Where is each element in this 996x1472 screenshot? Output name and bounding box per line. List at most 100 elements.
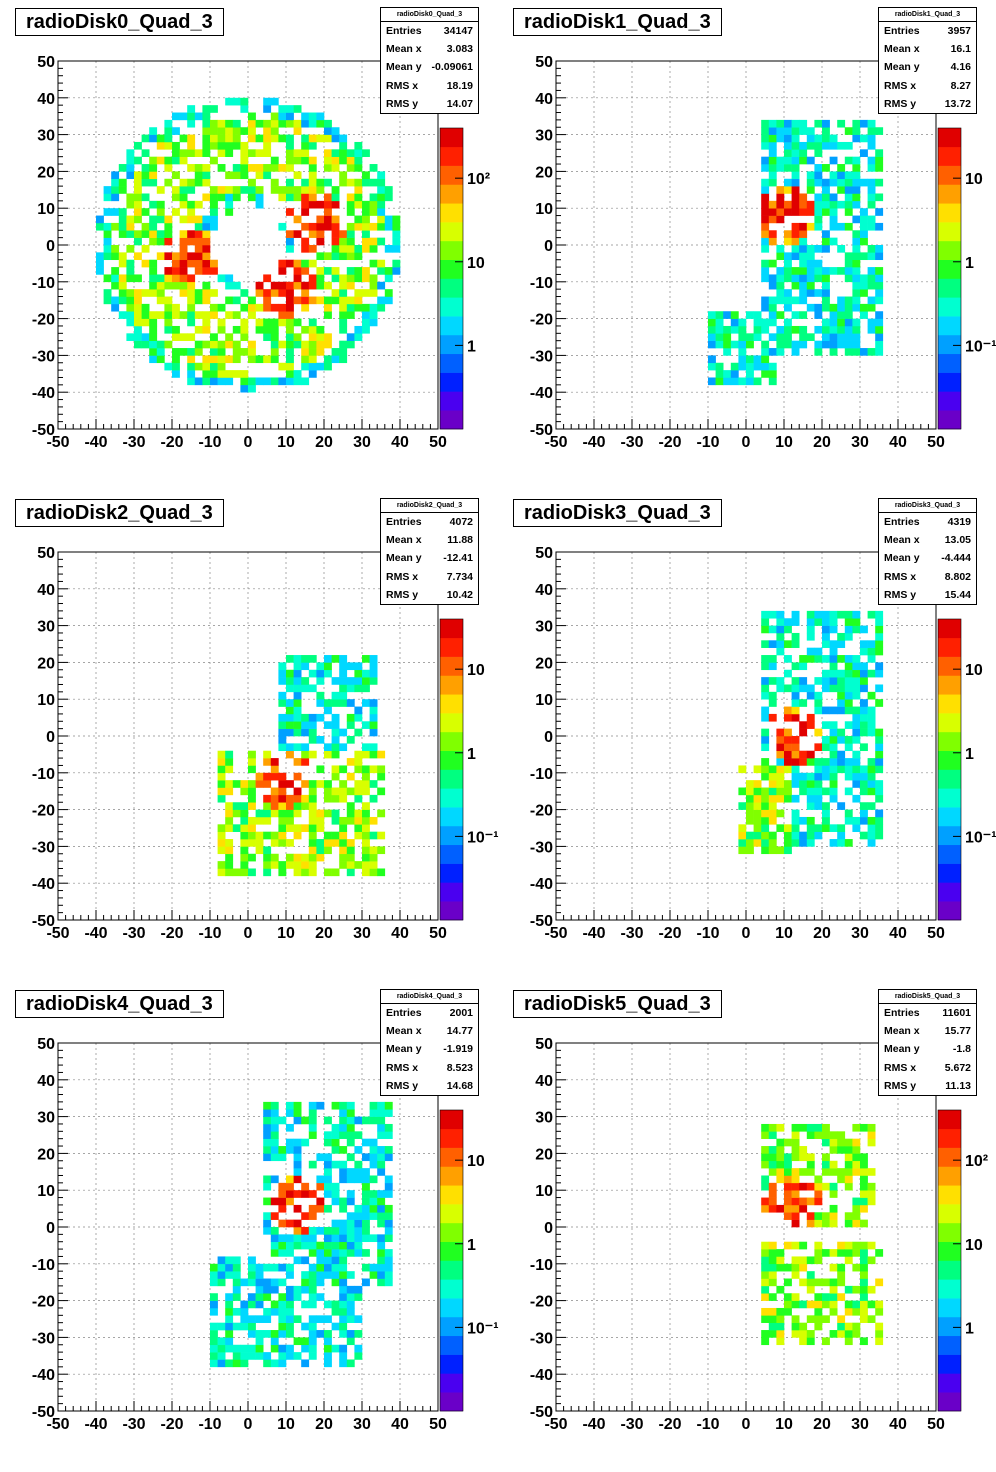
heatmap-cell — [232, 1322, 241, 1331]
heatmap-cell — [822, 743, 830, 752]
heatmap-cell — [346, 1175, 355, 1184]
heatmap-cell — [240, 1322, 249, 1331]
heatmap-cell — [263, 1146, 272, 1154]
heatmap-cell — [346, 1359, 355, 1368]
heatmap-cell — [286, 1123, 294, 1132]
heatmap-cell — [753, 377, 762, 386]
heatmap-cell — [806, 1330, 815, 1338]
heatmap-cell — [179, 193, 188, 202]
heatmap-cell — [362, 655, 370, 663]
heatmap-cell — [346, 267, 355, 275]
heatmap-cell — [202, 311, 211, 319]
heatmap-cell — [829, 325, 838, 334]
heatmap-cell — [308, 721, 317, 729]
heatmap-cell — [837, 1146, 846, 1154]
y-tick-label: 50 — [535, 54, 553, 71]
heatmap-cell — [362, 1212, 370, 1220]
heatmap-cell — [746, 809, 754, 818]
stats-row-mean-y: Mean y -1.8 — [879, 1040, 976, 1058]
heatmap-cell — [806, 1212, 815, 1220]
heatmap-cell — [263, 846, 272, 855]
heatmap-cell — [784, 149, 792, 157]
heatmap-cell — [346, 1101, 355, 1110]
heatmap-cell — [791, 281, 800, 290]
heatmap-cell — [354, 794, 363, 803]
colorbar-tick-label: 10 — [965, 171, 983, 188]
heatmap-cell — [784, 1307, 792, 1316]
heatmap-cell — [852, 119, 861, 128]
heatmap-cell — [776, 728, 785, 737]
heatmap-cell — [829, 655, 838, 663]
heatmap-cell — [362, 1175, 370, 1184]
heatmap-cell — [331, 186, 340, 194]
heatmap-cell — [164, 141, 173, 150]
heatmap-cell — [217, 831, 226, 840]
heatmap-cell — [331, 699, 340, 707]
heatmap-cell — [791, 839, 800, 847]
heatmap-cell — [316, 1263, 325, 1272]
heatmap-cell — [761, 1241, 770, 1250]
colorbar-segment — [938, 844, 961, 864]
heatmap-cell — [278, 105, 287, 113]
heatmap-cell — [316, 713, 325, 722]
heatmap-svg-0: -50 -40 -30 -20 -10 0 10 20 30 40 50-50-40-30-20-1… — [32, 54, 490, 451]
heatmap-cell — [339, 348, 348, 356]
heatmap-cell — [202, 230, 211, 238]
heatmap-cell — [822, 267, 830, 275]
heatmap-cell — [746, 311, 754, 319]
heatmap-cell — [346, 149, 355, 157]
heatmap-cell — [210, 267, 218, 275]
heatmap-cell — [187, 164, 196, 172]
heatmap-cell — [232, 127, 241, 135]
heatmap-cell — [837, 325, 846, 334]
heatmap-cell — [248, 164, 256, 172]
heatmap-cell — [316, 1101, 325, 1110]
heatmap-cell — [829, 677, 838, 685]
heatmap-cell — [278, 1344, 287, 1353]
heatmap-cell — [723, 377, 732, 386]
heatmap-cell — [324, 1337, 332, 1346]
heatmap-cell — [369, 281, 378, 290]
heatmap-cell — [278, 1322, 287, 1331]
heatmap-cell — [369, 713, 378, 722]
heatmap-cell — [369, 208, 378, 216]
colorbar-segment — [440, 297, 463, 317]
heatmap-cell — [255, 816, 264, 825]
heatmap-cell — [240, 303, 249, 312]
heatmap-cell — [308, 200, 317, 209]
heatmap-cell — [860, 1263, 868, 1272]
heatmap-cell — [286, 794, 294, 803]
heatmap-cell — [316, 237, 325, 246]
heatmap-cell — [225, 1300, 234, 1309]
heatmap-cell — [346, 281, 355, 290]
heatmap-cell — [875, 647, 884, 656]
heatmap-cell — [362, 809, 370, 818]
heatmap-cell — [860, 1285, 868, 1294]
heatmap-cell — [263, 127, 272, 135]
heatmap-cell — [202, 267, 211, 275]
heatmap-cell — [875, 274, 884, 283]
heatmap-cell — [111, 171, 120, 180]
heatmap-cell — [806, 127, 815, 135]
heatmap-cell — [263, 1359, 272, 1368]
heatmap-cell — [784, 208, 792, 216]
heatmap-cell — [331, 1197, 340, 1206]
heatmap-cell — [814, 1293, 823, 1301]
heatmap-cell — [768, 662, 777, 671]
heatmap-cell — [784, 289, 792, 297]
heatmap-cell — [791, 230, 800, 238]
heatmap-cell — [784, 119, 792, 128]
heatmap-cell — [278, 311, 287, 319]
heatmap-cell — [210, 1352, 218, 1360]
colorbar-segment — [440, 1279, 463, 1299]
heatmap-cell — [852, 1263, 861, 1272]
heatmap-cell — [837, 691, 846, 700]
heatmap-cell — [384, 1146, 393, 1154]
heatmap-cell — [324, 362, 332, 371]
heatmap-cell — [806, 252, 815, 261]
heatmap-cell — [278, 816, 287, 825]
heatmap-cell — [194, 230, 203, 238]
heatmap-cell — [761, 677, 770, 685]
heatmap-cell — [308, 1234, 317, 1243]
heatmap-cell — [156, 186, 165, 194]
